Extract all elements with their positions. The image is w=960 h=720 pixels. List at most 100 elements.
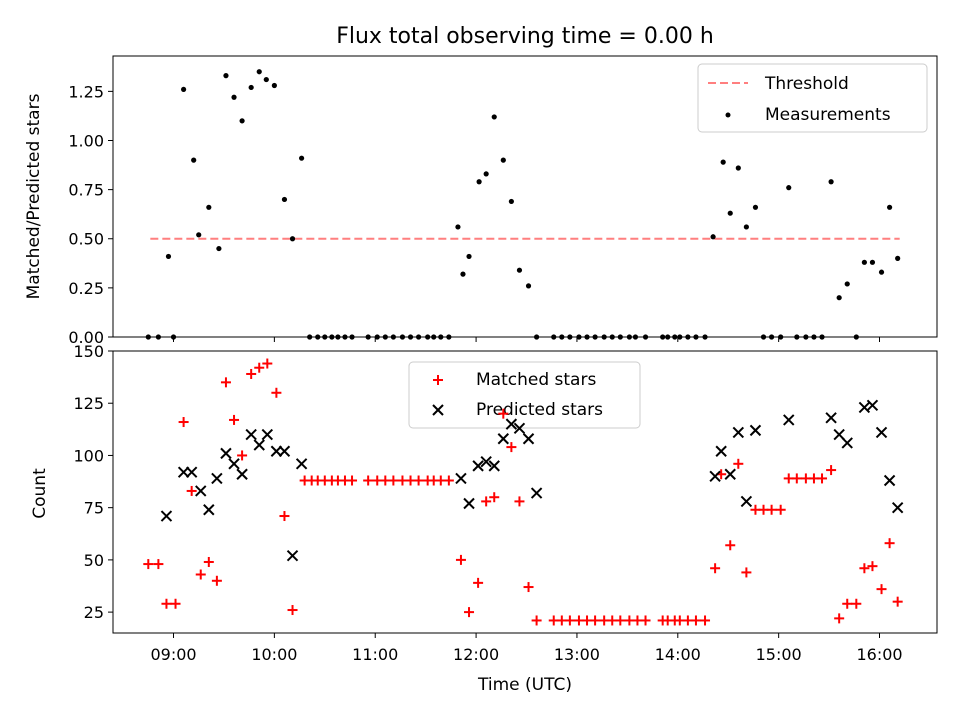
measurement-point — [752, 204, 759, 210]
measurement-point — [382, 334, 388, 340]
matched-star-point — [498, 408, 509, 419]
measurement-point — [853, 334, 859, 340]
predicted-star-point — [732, 426, 745, 439]
measurement-point — [685, 334, 691, 340]
measurement-point — [460, 271, 466, 277]
legend-predicted-swatch — [432, 404, 444, 416]
measurement-point — [617, 334, 623, 340]
measurement-point — [626, 334, 632, 340]
measurement-point — [727, 210, 733, 216]
matched-star-point — [791, 473, 802, 484]
predicted-star-point — [211, 472, 223, 485]
measurement-point — [342, 334, 348, 340]
matched-star-point — [388, 475, 399, 486]
predicted-star-point — [286, 550, 299, 562]
measurement-point — [263, 76, 269, 83]
measurement-point — [329, 334, 335, 340]
measurement-point — [735, 165, 741, 171]
bottom-x-axis-label: Time (UTC) — [477, 675, 572, 695]
legend-measurements-swatch — [725, 112, 731, 118]
predicted-star-point — [295, 458, 308, 470]
matched-star-point — [506, 442, 517, 453]
matched-star-point — [741, 567, 752, 578]
bottom-axes-frame — [112, 350, 938, 634]
matched-star-point — [531, 615, 542, 626]
matched-star-point — [710, 563, 721, 574]
bottom-x-tick-label: 16:00 — [856, 645, 902, 664]
measurement-point — [828, 179, 834, 185]
legend-predicted-marker — [432, 404, 444, 416]
matched-star-point — [220, 377, 231, 388]
measurement-point — [315, 334, 321, 340]
measurement-point — [720, 159, 726, 165]
matched-star-point — [254, 362, 265, 373]
measurement-point — [307, 334, 313, 340]
measurement-point — [672, 334, 678, 340]
matched-star-point — [481, 496, 492, 507]
predicted-star-point — [228, 458, 240, 470]
measurement-point — [803, 334, 809, 340]
measurement-point — [271, 82, 277, 89]
measurement-point — [299, 155, 305, 161]
top-y-tick-label: 0.00 — [68, 328, 104, 347]
bottom-y-tick-label: 150 — [73, 342, 104, 361]
matched-star-point — [876, 584, 887, 595]
legend-matched-swatch — [433, 375, 443, 385]
measurement-point — [145, 334, 151, 340]
measurement-point — [165, 253, 172, 260]
measurement-point — [281, 196, 288, 203]
predicted-star-point — [530, 487, 543, 499]
measurement-point — [516, 267, 523, 273]
top-y-tick-label: 1.00 — [68, 131, 104, 150]
measurement-point — [365, 334, 371, 340]
measurement-point — [322, 334, 328, 340]
measurement-point — [601, 334, 607, 340]
bottom-x-tick-label: 09:00 — [150, 645, 196, 664]
measurement-point — [206, 204, 212, 210]
measurement-point — [425, 334, 431, 340]
measurement-point — [632, 334, 639, 340]
matched-star-point — [443, 475, 454, 486]
measurement-point — [155, 334, 161, 340]
matched-star-point — [615, 615, 626, 626]
measurement-point — [438, 334, 444, 340]
predicted-star-point — [261, 428, 274, 441]
measurement-point — [446, 334, 452, 340]
measurement-point — [811, 334, 817, 340]
matched-star-point — [455, 554, 466, 565]
legend-matched-marker — [433, 375, 443, 385]
bottom-y-tick-label: 75 — [84, 499, 104, 518]
predicted-star-point — [160, 510, 173, 522]
measurement-point — [335, 334, 341, 340]
measurement-point — [576, 334, 582, 340]
measurement-point — [861, 259, 867, 265]
matched-star-point — [229, 414, 240, 425]
matched-star-point — [690, 615, 701, 626]
measurement-point — [836, 295, 842, 301]
measurement-point — [895, 255, 901, 261]
matched-star-point — [279, 511, 290, 522]
top-y-tick-label: 0.75 — [68, 181, 104, 200]
top-y-tick-label: 0.25 — [68, 279, 104, 298]
matched-star-point — [867, 561, 878, 572]
matched-star-point — [347, 475, 358, 486]
measurement-point — [466, 253, 472, 260]
measurement-point — [476, 179, 482, 185]
bottom-legend-box — [408, 361, 641, 429]
bottom-x-tick-label: 10:00 — [251, 645, 297, 664]
measurement-point — [231, 94, 237, 100]
predicted-star-point — [740, 495, 753, 508]
measurement-point — [660, 334, 666, 340]
predicted-star-point — [480, 456, 492, 468]
matched-star-point — [271, 387, 282, 398]
legend-predicted-label: Predicted stars — [476, 400, 603, 420]
measurement-point — [349, 334, 355, 340]
predicted-star-point — [858, 401, 871, 414]
measurement-point — [525, 283, 532, 289]
measurement-point — [886, 204, 893, 210]
top-axes-frame — [112, 55, 938, 338]
measurement-point — [256, 69, 262, 75]
measurement-point — [223, 73, 229, 79]
measurement-point — [702, 334, 708, 340]
matched-star-point — [834, 613, 845, 624]
